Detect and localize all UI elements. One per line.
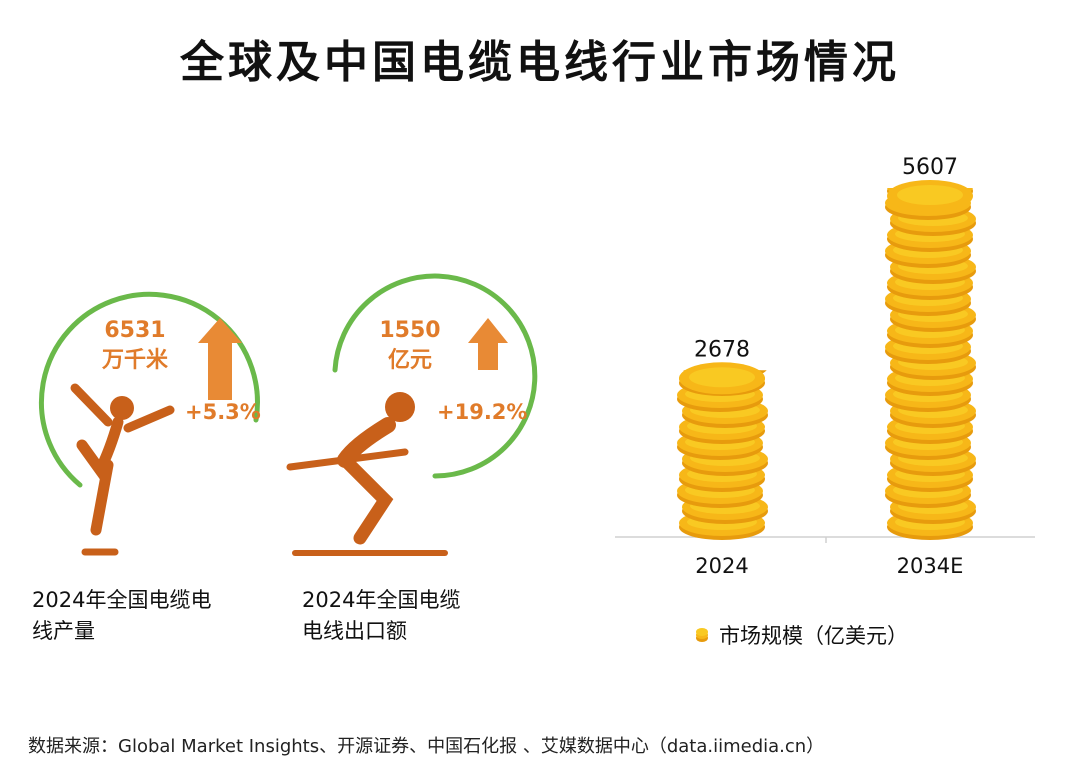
bar-value-label: 5607 xyxy=(902,155,958,180)
data-source: 数据来源：Global Market Insights、开源证券、中国石化报 、… xyxy=(28,736,825,757)
up-arrow-icon xyxy=(468,318,508,370)
x-tick-label: 2034E xyxy=(897,554,964,578)
stat-production: 6531 万千米 +5.3% 2024年全国电缆电 线产量 xyxy=(30,260,290,660)
legend-label: 市场规模（亿美元） xyxy=(719,624,908,648)
page-title: 全球及中国电缆电线行业市场情况 xyxy=(180,37,900,88)
bar-coin-stack xyxy=(677,362,768,540)
bar-coin-stack xyxy=(885,180,976,540)
market-size-chart: 2678 2024 5607 2034E xyxy=(615,155,1035,578)
stat-value: 6531 万千米 xyxy=(101,318,168,373)
up-arrow-icon xyxy=(198,318,242,400)
x-tick-label: 2024 xyxy=(695,554,748,578)
stat-caption: 2024年全国电缆电 线产量 xyxy=(32,588,212,643)
bar-value-label: 2678 xyxy=(694,337,750,362)
growth-ring xyxy=(38,291,260,488)
growth-ring xyxy=(332,273,538,479)
coin-icon xyxy=(696,628,708,642)
stat-growth: +5.3% xyxy=(185,400,261,424)
stat-growth: +19.2% xyxy=(437,400,528,424)
figure-skater-icon xyxy=(38,291,260,556)
chart-legend: 市场规模（亿美元） xyxy=(695,620,908,650)
stat-caption: 2024年全国电缆 电线出口额 xyxy=(302,588,461,643)
stat-exports: 1550 亿元 +19.2% 2024年全国电缆 电线出口额 xyxy=(285,260,565,660)
skier-icon xyxy=(286,273,538,556)
stat-value: 1550 亿元 xyxy=(379,318,441,373)
